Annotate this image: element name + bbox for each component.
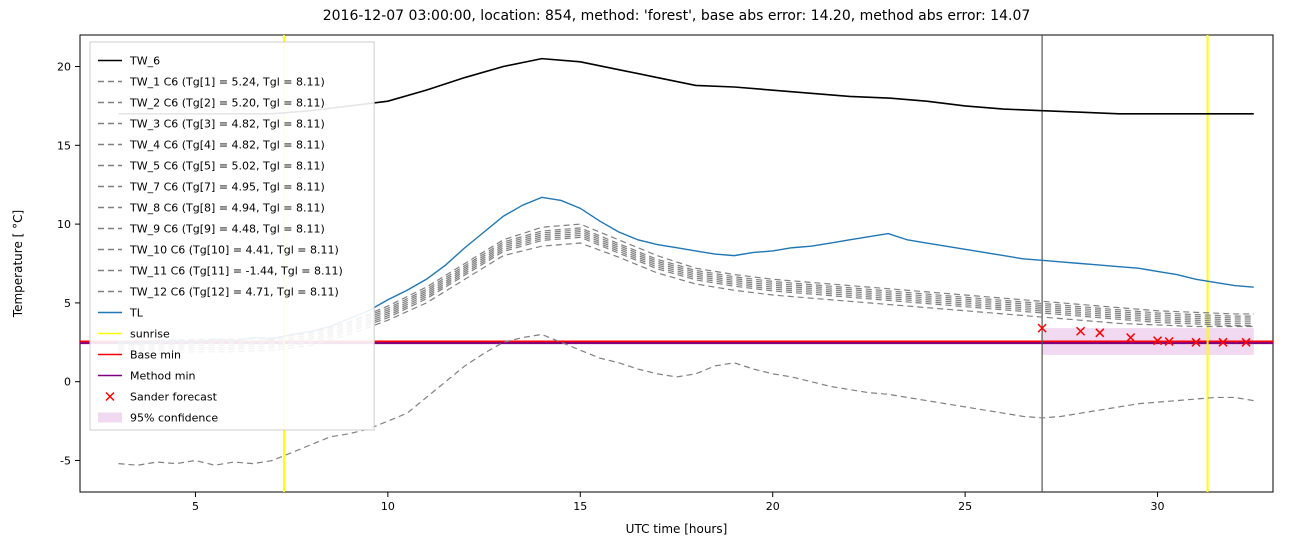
legend: TW_6 TW_1 C6 (Tg[1] = 5.24, Tgl = 8.11) TW… — [90, 42, 374, 430]
svg-text:15: 15 — [573, 500, 587, 513]
y-axis-label: Temperature [ °C] — [11, 210, 25, 318]
legend-item-label: TW_12 C6 (Tg[12] = 4.71, Tgl = 8.11) — [129, 286, 339, 299]
legend-item-label: TW_10 C6 (Tg[10] = 4.41, Tgl = 8.11) — [129, 244, 339, 257]
svg-text:-5: -5 — [60, 454, 71, 467]
legend-item-label: Base min — [130, 349, 181, 362]
legend-item-label: TW_9 C6 (Tg[9] = 4.48, Tgl = 8.11) — [129, 223, 325, 236]
svg-text:30: 30 — [1151, 500, 1165, 513]
legend-item-label: TW_2 C6 (Tg[2] = 5.20, Tgl = 8.11) — [129, 97, 325, 110]
legend-item-label: TW_5 C6 (Tg[5] = 5.02, Tgl = 8.11) — [129, 160, 325, 173]
legend-item-label: sunrise — [130, 328, 170, 341]
legend-item-label: TW_6 — [129, 55, 160, 68]
svg-text:5: 5 — [64, 297, 71, 310]
legend-item-label: TW_3 C6 (Tg[3] = 4.82, Tgl = 8.11) — [129, 118, 325, 131]
legend-item-label: 95% confidence — [130, 412, 218, 425]
chart-title: 2016-12-07 03:00:00, location: 854, meth… — [323, 8, 1031, 24]
svg-text:10: 10 — [381, 500, 395, 513]
svg-text:5: 5 — [192, 500, 199, 513]
svg-text:10: 10 — [57, 218, 71, 231]
legend-item-label: Method min — [130, 370, 196, 383]
temperature-chart: 5 10 15 20 25 30 -5 0 5 10 15 20 UTC time [hours] Tem… — [0, 0, 1313, 547]
legend-item-label: TW_7 C6 (Tg[7] = 4.95, Tgl = 8.11) — [129, 181, 325, 194]
legend-item-label: TW_11 C6 (Tg[11] = -1.44, Tgl = 8.11) — [129, 265, 343, 278]
legend-item-label: Sander forecast — [130, 391, 218, 404]
svg-text:25: 25 — [958, 500, 972, 513]
svg-text:20: 20 — [57, 61, 71, 74]
svg-text:20: 20 — [766, 500, 780, 513]
legend-item-label: TW_1 C6 (Tg[1] = 5.24, Tgl = 8.11) — [129, 76, 325, 89]
svg-text:15: 15 — [57, 139, 71, 152]
legend-item-label: TL — [129, 307, 144, 320]
legend-item-label: TW_4 C6 (Tg[4] = 4.82, Tgl = 8.11) — [129, 139, 325, 152]
svg-text:0: 0 — [64, 376, 71, 389]
x-axis-label: UTC time [hours] — [626, 522, 728, 536]
legend-item-label: TW_8 C6 (Tg[8] = 4.94, Tgl = 8.11) — [129, 202, 325, 215]
